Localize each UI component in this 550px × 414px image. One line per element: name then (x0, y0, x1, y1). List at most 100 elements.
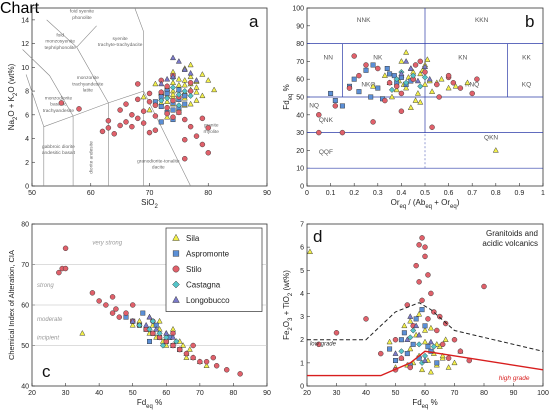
data-point-stilo (111, 131, 117, 137)
x-axis-label: Oreq / (Abeq + Oreq) (391, 198, 460, 210)
data-point-stilo (190, 354, 196, 361)
data-point-sila (199, 92, 206, 99)
data-point-stilo (210, 354, 217, 361)
data-point-sila (164, 98, 171, 104)
data-point-stilo (434, 81, 440, 88)
field-name: granodiorite-tonalite (137, 158, 180, 164)
data-point-aspromonte (368, 94, 374, 100)
data-point-aspromonte (422, 323, 428, 329)
data-point-longobucco (169, 334, 177, 340)
data-point-sila (433, 340, 440, 347)
data-point-stilo (333, 330, 340, 336)
data-point-stilo (58, 100, 65, 106)
data-point-stilo (164, 83, 170, 90)
data-point-longobucco (407, 313, 414, 319)
data-point-castagna (430, 343, 437, 350)
data-point-longobucco (187, 69, 194, 76)
data-point-castagna (169, 84, 177, 91)
data-point-stilo (96, 298, 102, 304)
data-point-stilo (457, 348, 464, 355)
data-point-stilo (146, 90, 153, 97)
x-tick-label: 20 (303, 390, 311, 397)
field-name: monzonite (77, 75, 99, 81)
data-point-aspromonte (158, 119, 164, 125)
field-name: andesitic basalt (42, 150, 76, 156)
data-point-stilo (339, 129, 346, 136)
data-point-longobucco (426, 75, 433, 82)
x-tick-label: 60 (87, 190, 95, 197)
data-point-stilo (425, 316, 431, 322)
data-point-stilo (205, 150, 211, 156)
y-tick-label: 10 (296, 166, 304, 173)
data-point-sila (429, 88, 436, 94)
x-tick-label: 30 (62, 390, 70, 397)
data-point-stilo (398, 90, 405, 97)
data-point-stilo (103, 302, 109, 308)
data-point-longobucco (427, 338, 434, 345)
data-point-sila (187, 61, 194, 68)
data-point-castagna (164, 95, 171, 102)
data-point-sila (211, 86, 218, 93)
data-point-sila (169, 325, 177, 332)
data-point-sila (187, 100, 194, 107)
y-tick-label: 8 (25, 89, 29, 96)
data-point-sila (193, 88, 200, 95)
data-point-castagna (175, 102, 182, 109)
data-point-stilo (237, 371, 243, 377)
data-point-longobucco (169, 73, 177, 80)
data-point-longobucco (153, 325, 160, 332)
zone-label: very strong (92, 240, 122, 246)
data-point-sila (427, 324, 434, 331)
data-point-sila (421, 81, 429, 87)
data-point-stilo (393, 83, 400, 90)
y-tick-label: 2 (25, 160, 29, 167)
y-tick-label: 40 (296, 112, 304, 119)
data-point-longobucco (146, 313, 153, 320)
data-point-sila (203, 362, 210, 368)
data-point-stilo (105, 118, 112, 124)
data-point-castagna (146, 326, 153, 333)
data-point-stilo (116, 314, 123, 320)
data-point-stilo (146, 129, 153, 136)
data-point-stilo (375, 65, 381, 72)
data-point-sila (492, 147, 499, 153)
x-tick-label: 70 (146, 190, 154, 197)
data-point-sila (427, 368, 434, 375)
data-point-stilo (146, 99, 153, 105)
data-point-aspromonte (182, 101, 188, 107)
data-point-sila (129, 321, 136, 328)
legend-label: Castagna (186, 281, 221, 290)
x-tick-label: 50 (28, 190, 36, 197)
y-tick-label: 14 (21, 17, 29, 24)
data-point-stilo (105, 125, 112, 131)
data-point-longobucco (181, 66, 188, 72)
x-tick-label: 80 (230, 390, 238, 397)
data-point-castagna (416, 341, 423, 348)
data-point-longobucco (175, 58, 182, 64)
data-point-longobucco (143, 321, 150, 328)
data-point-sila (183, 354, 190, 360)
data-point-sila (186, 346, 193, 352)
y-axis-label: Fdeq % (282, 84, 294, 109)
data-point-sila (421, 327, 429, 333)
y-tick-label: 70 (21, 262, 29, 269)
data-point-sila (152, 80, 159, 87)
data-point-sila (445, 84, 452, 91)
data-point-stilo (152, 127, 159, 133)
data-point-sila (398, 58, 405, 64)
data-point-sila (193, 97, 200, 103)
data-point-castagna (187, 92, 194, 99)
x-tick-label: 0.6 (444, 190, 454, 197)
data-point-aspromonte (425, 344, 431, 350)
x-tick-label: 60 (162, 390, 170, 397)
y-tick-label: 2 (300, 337, 304, 344)
field-boundary (22, 49, 74, 117)
data-point-aspromonte (140, 310, 146, 316)
x-tick-label: 40 (95, 390, 103, 397)
field-name: trachyte-trachydacite (98, 42, 143, 48)
data-point-longobucco (164, 75, 171, 82)
data-point-stilo (429, 124, 435, 130)
data-point-aspromonte (164, 90, 170, 96)
x-tick-label: 0 (305, 190, 309, 197)
data-point-stilo (182, 136, 188, 143)
